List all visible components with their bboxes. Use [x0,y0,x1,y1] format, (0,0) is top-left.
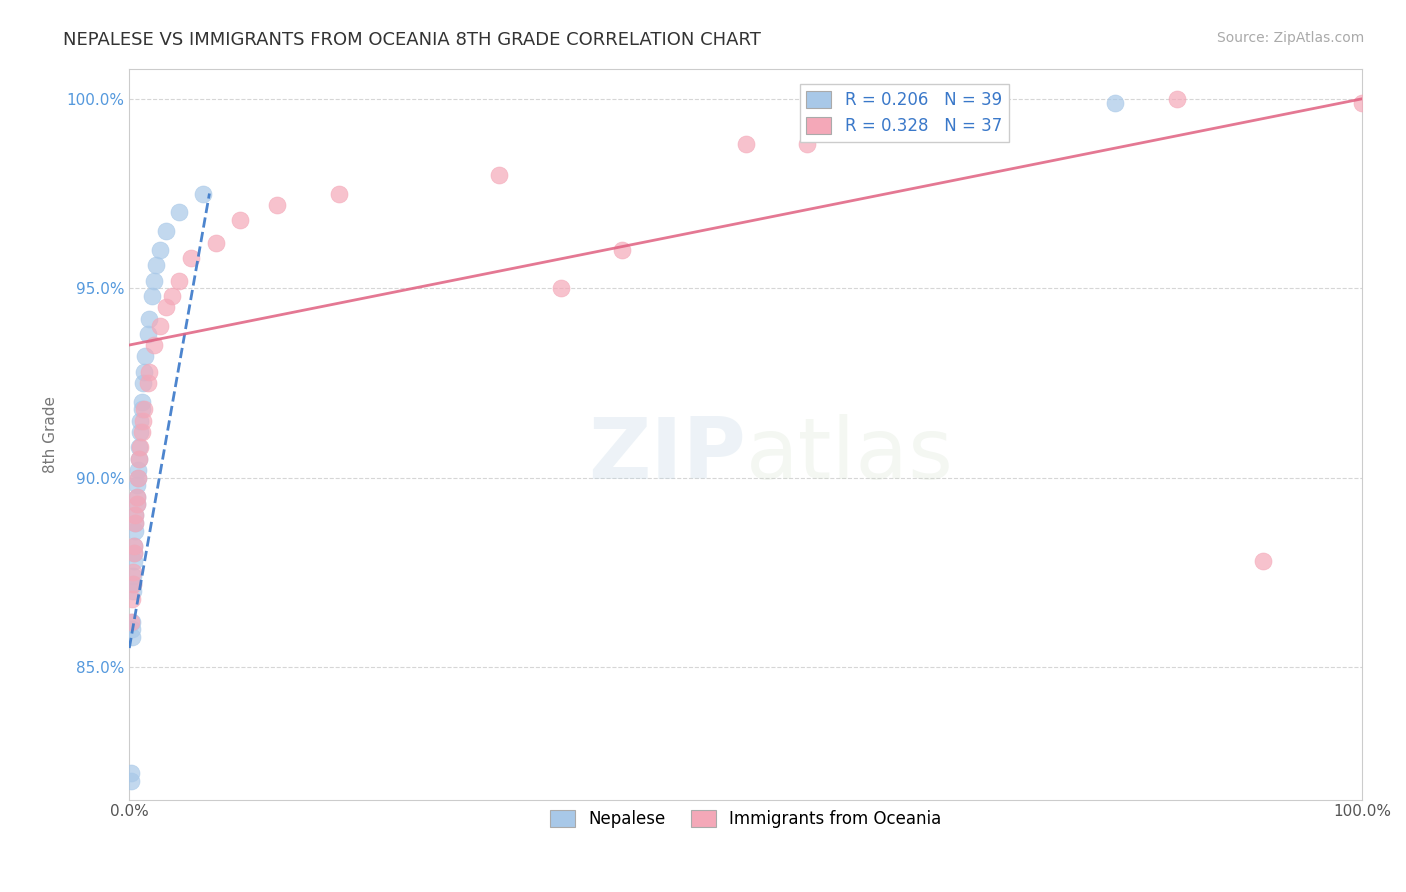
Point [125,497,148,511]
Point [122,546,145,560]
Point [128,440,150,454]
Point [121,591,143,606]
Point [155,300,177,314]
Point [128,451,150,466]
Point [143,338,166,352]
Point [180,251,202,265]
Point [122,569,145,583]
Point [1104,95,1126,110]
Point [167,205,190,219]
Point [138,365,160,379]
Y-axis label: 8th Grade: 8th Grade [44,395,58,473]
Point [229,213,252,227]
Point [129,440,152,454]
Point [124,508,146,523]
Point [796,137,818,152]
Point [125,478,148,492]
Point [550,281,572,295]
Point [132,365,155,379]
Point [128,451,150,466]
Point [1351,95,1374,110]
Point [121,615,143,629]
Point [204,235,226,250]
Point [127,463,149,477]
Point [122,539,145,553]
Point [138,311,160,326]
Point [122,566,145,580]
Point [328,186,350,201]
Point [131,402,153,417]
Point [124,516,146,530]
Point [167,274,190,288]
Point [612,244,634,258]
Point [131,394,153,409]
Point [193,186,215,201]
Point [124,524,146,538]
Point [141,289,163,303]
Point [136,376,159,390]
Text: Source: ZipAtlas.com: Source: ZipAtlas.com [1216,31,1364,45]
Point [143,274,166,288]
Point [122,539,145,553]
Point [131,425,153,439]
Point [1166,92,1188,106]
Point [127,470,149,484]
Point [488,168,510,182]
Point [136,326,159,341]
Point [120,773,142,788]
Point [132,376,155,390]
Point [121,622,143,636]
Point [883,111,905,125]
Point [149,319,172,334]
Point [121,630,143,644]
Point [125,490,148,504]
Point [125,497,148,511]
Point [120,615,142,629]
Point [124,516,146,530]
Point [1253,554,1275,568]
Text: atlas: atlas [745,415,953,498]
Point [134,350,156,364]
Point [734,137,756,152]
Point [122,576,145,591]
Point [125,490,148,504]
Point [132,402,155,417]
Point [145,259,167,273]
Point [122,546,145,560]
Text: NEPALESE VS IMMIGRANTS FROM OCEANIA 8TH GRADE CORRELATION CHART: NEPALESE VS IMMIGRANTS FROM OCEANIA 8TH … [63,31,761,49]
Point [122,576,145,591]
Point [132,414,155,428]
Point [149,244,172,258]
Point [129,425,152,439]
Point [122,554,145,568]
Legend: Nepalese, Immigrants from Oceania: Nepalese, Immigrants from Oceania [543,804,948,835]
Point [883,92,905,106]
Point [266,198,288,212]
Point [129,414,152,428]
Point [120,766,142,780]
Point [162,289,184,303]
Text: ZIP: ZIP [588,415,745,498]
Point [124,508,146,523]
Point [122,584,145,599]
Point [155,224,177,238]
Point [127,470,149,484]
